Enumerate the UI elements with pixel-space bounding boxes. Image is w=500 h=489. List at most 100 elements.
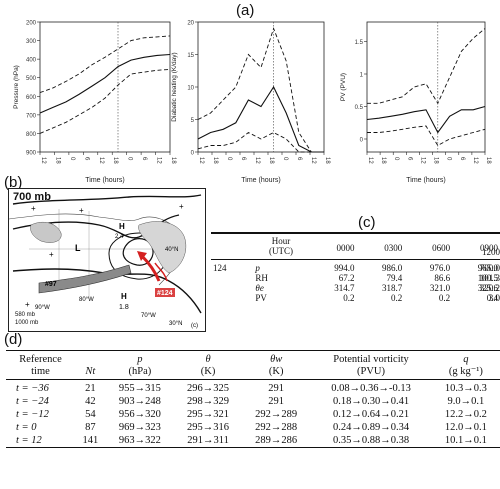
series-line-mean xyxy=(197,85,324,153)
svg-text:+: + xyxy=(25,300,30,309)
hour-0600: 0600 xyxy=(432,242,451,253)
x-tick-label: 12 xyxy=(367,157,373,164)
x-tick-label: 18 xyxy=(485,157,491,164)
chart-frame xyxy=(366,21,486,153)
table-row: t = −24 42 903→248 298→329 291 0.18→0.30→0.41… xyxy=(16,396,485,407)
y-tick-label: 1.5 xyxy=(355,40,364,46)
series-line-bound xyxy=(367,28,486,105)
x-tick-label: 6 xyxy=(406,157,412,161)
hour-0000: 0000 xyxy=(336,242,355,253)
svg-text:+: + xyxy=(49,250,54,259)
high-marker: H xyxy=(119,222,125,231)
x-tick-label: 18 xyxy=(433,157,439,164)
x-tick-label: 18 xyxy=(212,157,218,164)
x-axis-label: Time (hours) xyxy=(85,177,124,184)
series-line-mean xyxy=(366,105,486,134)
value-2-4: 2.4 xyxy=(115,234,124,240)
x-tick-label: 12 xyxy=(40,157,46,164)
series-line-bound xyxy=(39,68,171,134)
series-line-bound xyxy=(367,125,486,147)
table-row: t = −36 21 955→315 296→325 291 0.08→0.36→-0.1… xyxy=(16,383,487,394)
x-tick-label: 18 xyxy=(112,157,118,164)
series-line-bound xyxy=(197,27,324,153)
traj-label-97: #97 xyxy=(45,281,57,288)
y-tick-label: 20 xyxy=(187,21,194,27)
table-row: RH 67.2 79.4 86.6 100.5 xyxy=(255,273,498,283)
chart-frame xyxy=(39,21,171,153)
legend-1000mb: 1000 mb xyxy=(15,320,39,326)
x-tick-label: 6 xyxy=(141,157,147,161)
y-tick-label: 0.5 xyxy=(355,105,364,111)
x-tick-label: 18 xyxy=(268,157,274,164)
y-tick-label: 15 xyxy=(187,53,194,59)
panel-label-a: (a) xyxy=(236,2,255,19)
y-tick-label: 0 xyxy=(360,138,364,144)
x-tick-label: 12 xyxy=(98,157,104,164)
low-marker: L xyxy=(75,243,81,253)
y-tick-label: 500 xyxy=(26,76,37,82)
x-tick-label: 12 xyxy=(472,157,478,164)
x-tick-label: 6 xyxy=(83,157,89,161)
x-tick-label: 18 xyxy=(324,157,330,164)
svg-text:+: + xyxy=(31,204,36,213)
cell-rh-1200: 101.3 xyxy=(479,273,500,283)
cell-p-1200: 700.0 xyxy=(479,263,500,273)
cell-pv-1200: 3.0 xyxy=(488,293,500,303)
panel-label-d: (d) xyxy=(4,331,23,348)
y-tick-label: 900 xyxy=(26,151,37,157)
table-row: t = −12 54 956→320 295→321 292→289 0.12→0.64→… xyxy=(16,409,487,420)
x-axis-label: Time (hours) xyxy=(406,177,445,184)
chart-frame xyxy=(197,21,325,153)
table-row: PV 0.2 0.2 0.2 0.4 xyxy=(255,293,498,303)
panel-b-map: + + + + + #97 #124 #124 H L H 1.8 2.4 40… xyxy=(8,188,206,332)
map-title: 700 mb xyxy=(13,191,51,203)
y-tick-label: 400 xyxy=(26,58,37,64)
map-svg: + + + + + #97 #124 #124 H L H 1.8 2.4 40… xyxy=(9,194,202,329)
lat-40n: 40°N xyxy=(165,247,178,253)
x-tick-label: 12 xyxy=(254,157,260,164)
x-tick-label: 0 xyxy=(226,157,232,161)
traj-label-124-overlay: #124 xyxy=(157,290,173,297)
x-tick-label: 0 xyxy=(127,157,133,161)
x-tick-label: 6 xyxy=(296,157,302,161)
svg-text:+: + xyxy=(79,206,84,215)
y-axis-label: Pressure (hPa) xyxy=(13,65,20,109)
table-header-row: Reference time Nt p (hPa) θ (K) θw (K) Poten… xyxy=(19,354,483,377)
x-tick-label: 12 xyxy=(156,157,162,164)
y-axis-label: Diabatic heating (K/day) xyxy=(171,52,178,121)
x-tick-label: 12 xyxy=(198,157,204,164)
series-line-bound xyxy=(197,131,324,153)
lon-70w: 70°W xyxy=(141,313,156,319)
y-axis-label: PV (PVU) xyxy=(340,73,347,101)
panel-label-c: (c) xyxy=(358,214,376,231)
x-axis-label: Time (hours) xyxy=(241,177,280,184)
series-line-bound xyxy=(39,35,171,94)
x-tick-label: 18 xyxy=(54,157,60,164)
legend-580mb: 580 mb xyxy=(15,312,36,318)
lon-80w: 80°W xyxy=(79,297,94,303)
high-marker-2: H xyxy=(121,292,127,301)
y-tick-label: 200 xyxy=(26,21,37,27)
svg-text:+: + xyxy=(179,202,184,211)
y-tick-label: 600 xyxy=(26,95,37,101)
y-tick-label: 5 xyxy=(191,118,195,124)
lat-30n: 30°N xyxy=(169,321,182,327)
x-tick-label: 6 xyxy=(240,157,246,161)
subfigure-c-label: (c) xyxy=(191,323,198,329)
x-tick-label: 0 xyxy=(446,157,452,161)
x-tick-label: 0 xyxy=(393,157,399,161)
x-tick-label: 0 xyxy=(282,157,288,161)
table-row: t = 12 141 963→322 291→311 289→286 0.35→0.88→… xyxy=(16,435,487,446)
hour-0300: 0300 xyxy=(384,242,403,253)
table-row: θe 314.7 318.7 321.0 325.6 xyxy=(255,283,498,293)
hour-1200: 1200 xyxy=(482,247,500,257)
lon-90w: 90°W xyxy=(35,305,50,311)
cell-thetae-1200: 320.2 xyxy=(479,283,500,293)
y-tick-label: 1 xyxy=(360,73,364,79)
table-row: t = 0 87 969→323 295→316 292→288 0.24→0.89→0.… xyxy=(16,422,487,433)
panel-d-table: Reference time Nt p (hPa) θ (K) θw (K) Poten… xyxy=(6,350,500,450)
x-tick-label: 6 xyxy=(459,157,465,161)
x-tick-label: 18 xyxy=(380,157,386,164)
value-1-8: 1.8 xyxy=(119,304,129,311)
